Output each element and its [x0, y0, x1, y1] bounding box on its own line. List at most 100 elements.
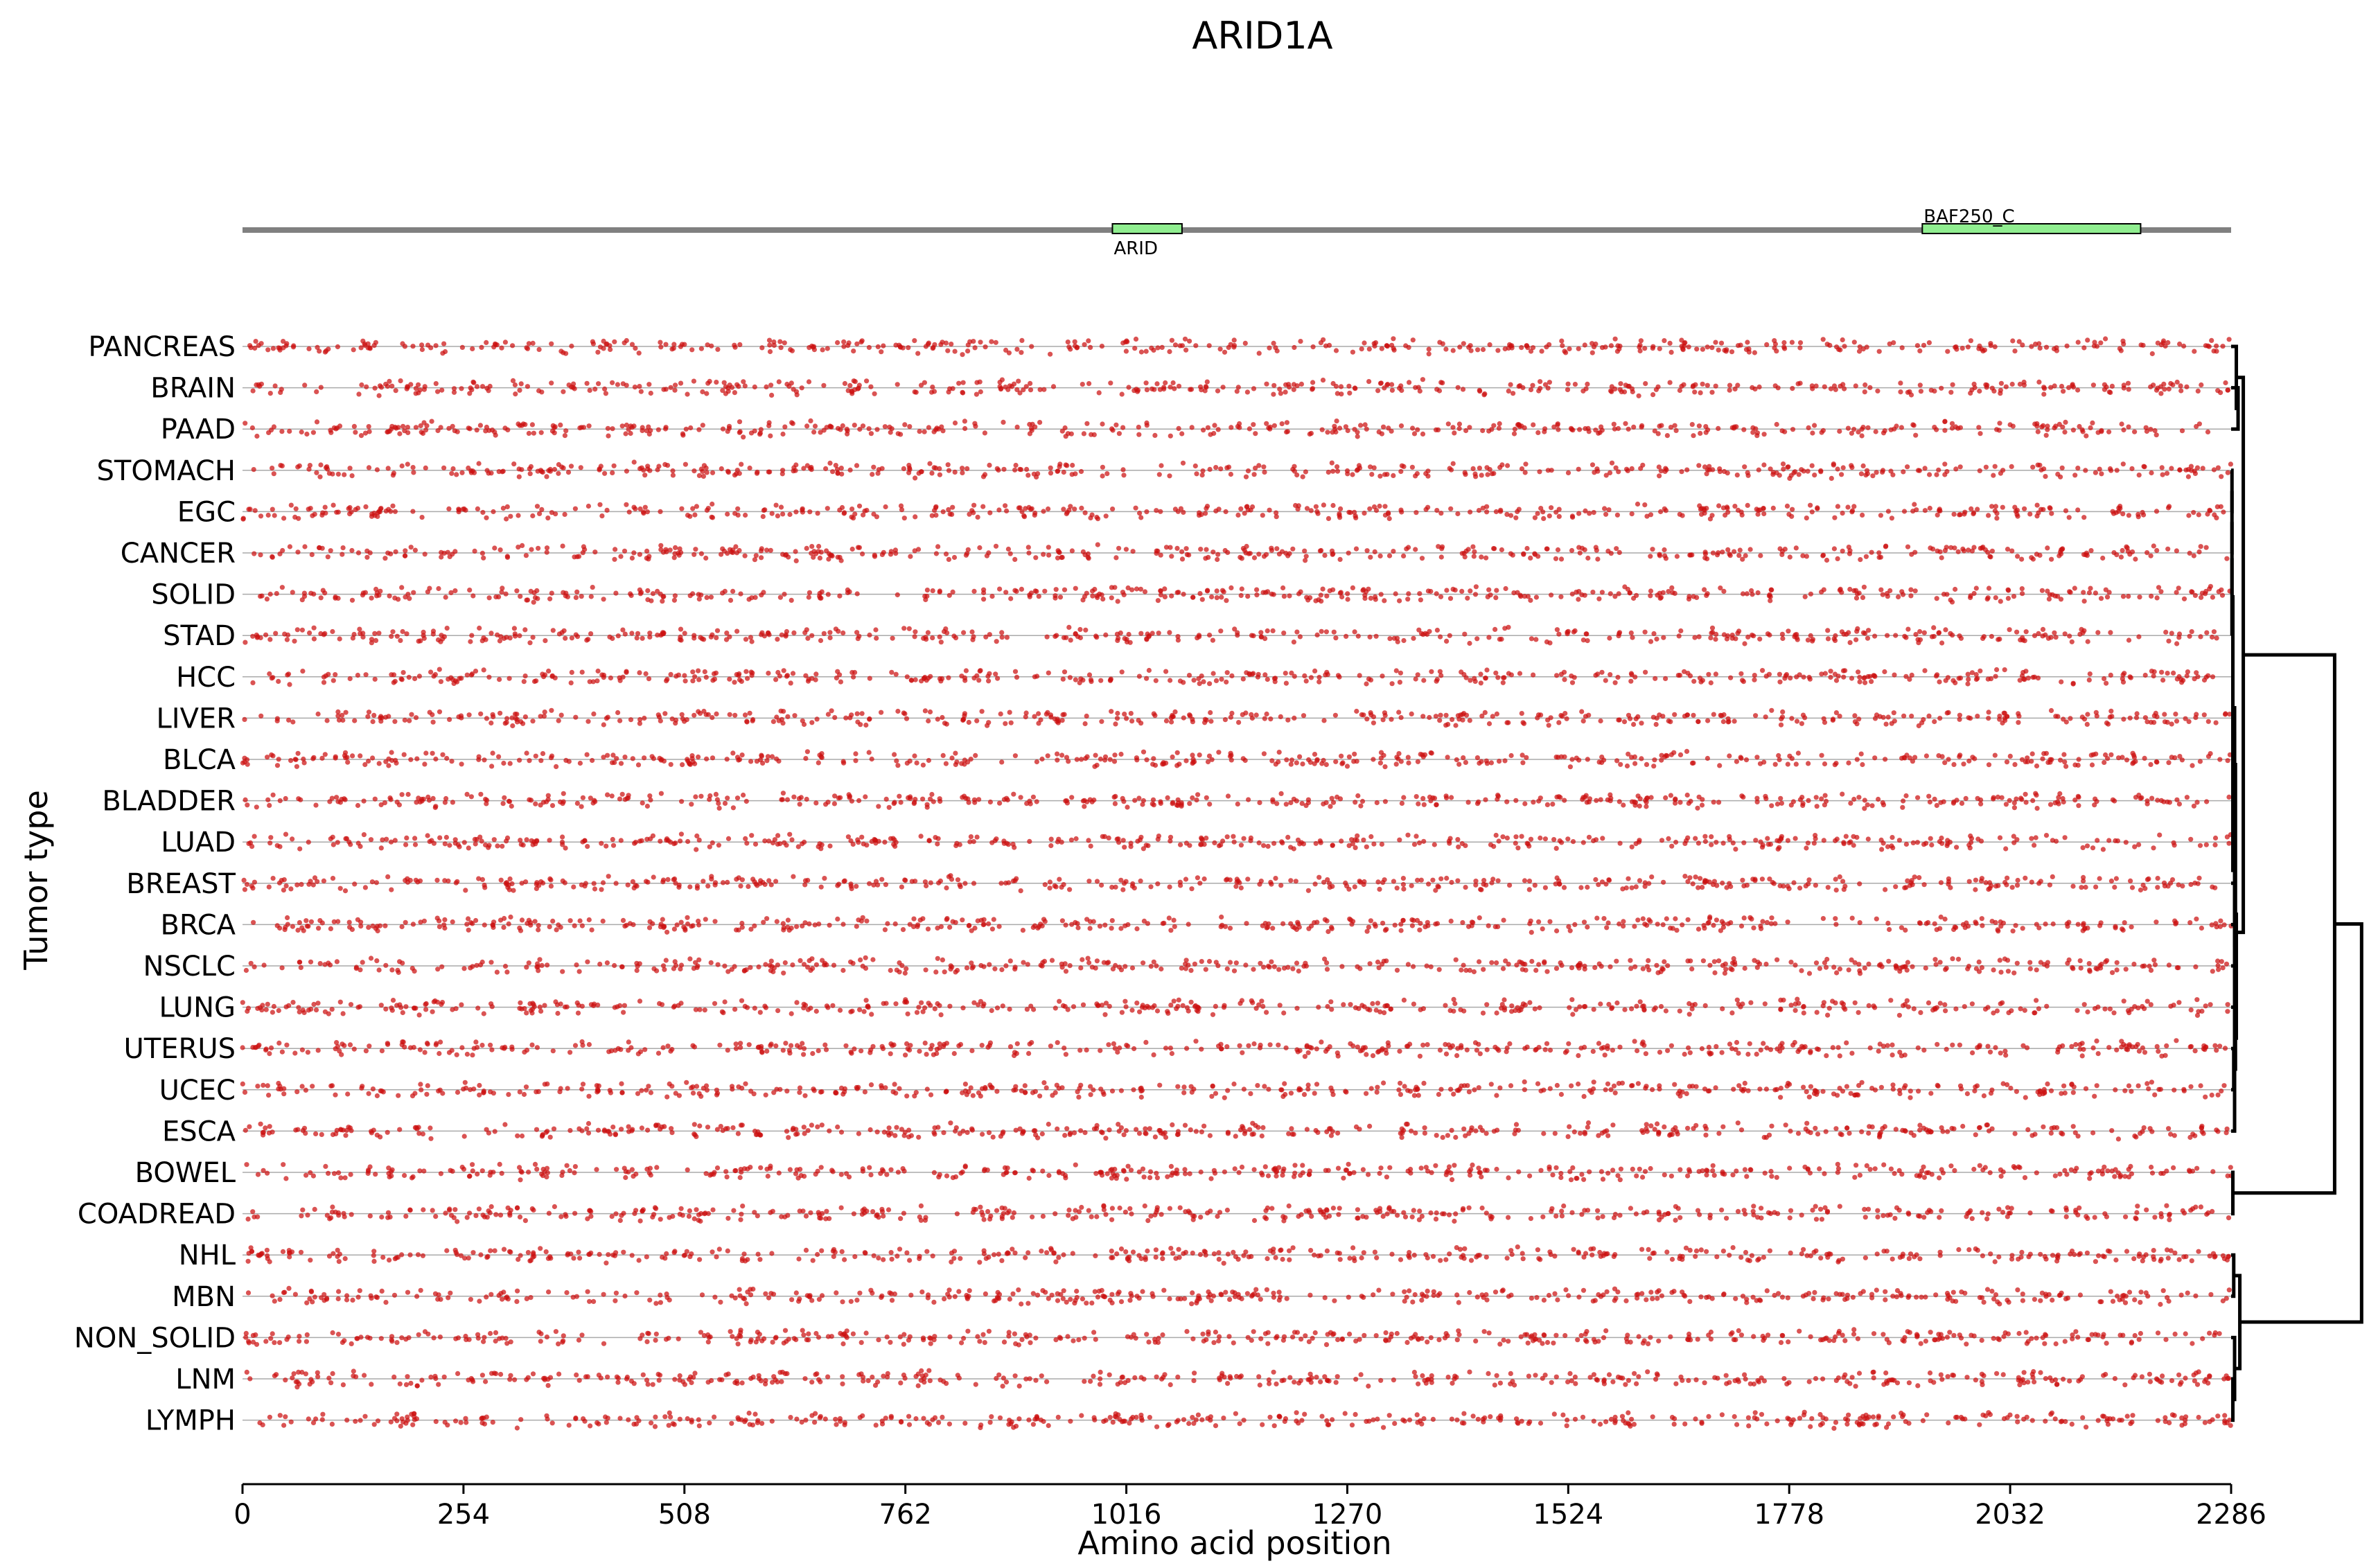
mutation-point: [1972, 382, 1977, 387]
mutation-point: [1204, 547, 1208, 552]
mutation-point: [721, 427, 725, 432]
mutation-point: [1479, 473, 1484, 477]
mutation-point: [1440, 380, 1445, 385]
mutation-point: [895, 592, 900, 597]
mutation-point: [2177, 468, 2182, 473]
mutation-point: [1401, 554, 1406, 558]
mutation-point: [1905, 545, 1910, 549]
mutation-point: [1350, 472, 1355, 477]
mutation-point: [745, 676, 750, 681]
mutation-point: [1001, 420, 1005, 425]
mutation-point: [1777, 546, 1782, 551]
mutation-point: [715, 628, 720, 633]
mutation-point: [1215, 588, 1219, 593]
mutation-point: [2049, 557, 2054, 562]
mutation-point: [497, 711, 502, 716]
mutation-point: [1059, 752, 1064, 757]
mutation-point: [2015, 554, 2020, 558]
mutation-point: [710, 515, 714, 520]
mutation-point: [1732, 504, 1737, 509]
mutation-point: [463, 508, 468, 513]
mutation-point: [478, 423, 483, 428]
mutation-point: [2060, 547, 2065, 552]
mutation-point: [1448, 506, 1453, 511]
mutation-point: [1069, 795, 1074, 800]
mutation-point: [1475, 755, 1480, 760]
mutation-point: [2042, 386, 2047, 391]
mutation-point: [1577, 427, 1582, 432]
mutation-point: [1393, 591, 1398, 596]
mutation-point: [1465, 596, 1470, 601]
mutation-point: [1053, 596, 1057, 601]
mutation-point: [433, 757, 438, 761]
mutation-point: [2124, 757, 2129, 762]
mutation-point: [1333, 713, 1338, 718]
mutation-point: [1404, 547, 1409, 552]
mutation-point: [343, 755, 348, 760]
mutation-point: [1913, 588, 1918, 593]
mutation-point: [953, 349, 958, 354]
mutation-point: [1258, 630, 1263, 635]
mutation-point: [770, 511, 775, 516]
mutation-point: [1664, 508, 1668, 513]
mutation-point: [446, 506, 451, 511]
mutation-point: [1664, 753, 1668, 758]
mutation-point: [1079, 757, 1084, 761]
mutation-point: [242, 717, 247, 722]
mutation-point: [987, 632, 992, 637]
mutation-point: [2116, 506, 2121, 511]
mutation-point: [2085, 722, 2090, 727]
mutation-point: [671, 473, 676, 477]
mutation-point: [1178, 678, 1183, 683]
mutation-point: [2059, 552, 2063, 556]
mutation-point: [1890, 516, 1894, 520]
mutation-point: [1124, 547, 1129, 552]
mutation-point: [704, 757, 709, 761]
mutation-point: [525, 750, 529, 755]
mutation-point: [1676, 673, 1681, 678]
mutation-point: [2216, 466, 2221, 470]
mutation-point: [1398, 671, 1403, 676]
mutation-point: [2038, 346, 2043, 351]
mutation-point: [1055, 719, 1059, 724]
mutation-point: [1644, 514, 1649, 519]
mutation-point: [556, 719, 561, 723]
mutation-point: [1632, 800, 1637, 804]
mutation-point: [1682, 669, 1687, 674]
mutation-point: [1623, 421, 1628, 426]
mutation-point: [1094, 515, 1099, 520]
mutation-point: [1781, 344, 1786, 349]
mutation-point: [1642, 502, 1647, 507]
mutation-point: [1477, 466, 1482, 470]
mutation-point: [1742, 464, 1747, 469]
mutation-point: [2182, 597, 2187, 601]
mutation-point: [1391, 549, 1395, 554]
mutation-point: [883, 504, 888, 509]
mutation-point: [1932, 389, 1937, 394]
mutation-point: [1014, 463, 1019, 468]
mutation-point: [805, 749, 810, 754]
mutation-point: [495, 633, 500, 637]
mutation-point: [613, 591, 618, 596]
mutation-point: [1738, 756, 1743, 761]
mutation-point: [2047, 597, 2052, 601]
mutation-point: [2159, 670, 2164, 675]
mutation-point: [1366, 379, 1371, 384]
mutation-point: [1829, 669, 1833, 673]
mutation-point: [434, 343, 439, 348]
mutation-point: [1697, 634, 1702, 639]
mutation-point: [543, 710, 547, 714]
mutation-point: [1080, 597, 1085, 602]
mutation-point: [312, 626, 317, 631]
mutation-point: [1170, 755, 1175, 759]
mutation-point: [1777, 680, 1782, 685]
mutation-point: [1190, 594, 1195, 599]
mutation-point: [553, 511, 558, 516]
mutation-point: [2193, 471, 2198, 476]
mutation-point: [624, 383, 629, 388]
mutation-point: [483, 428, 488, 433]
mutation-point: [922, 430, 927, 434]
mutation-point: [1292, 387, 1296, 392]
mutation-point: [1418, 389, 1423, 394]
mutation-point: [1849, 463, 1853, 468]
